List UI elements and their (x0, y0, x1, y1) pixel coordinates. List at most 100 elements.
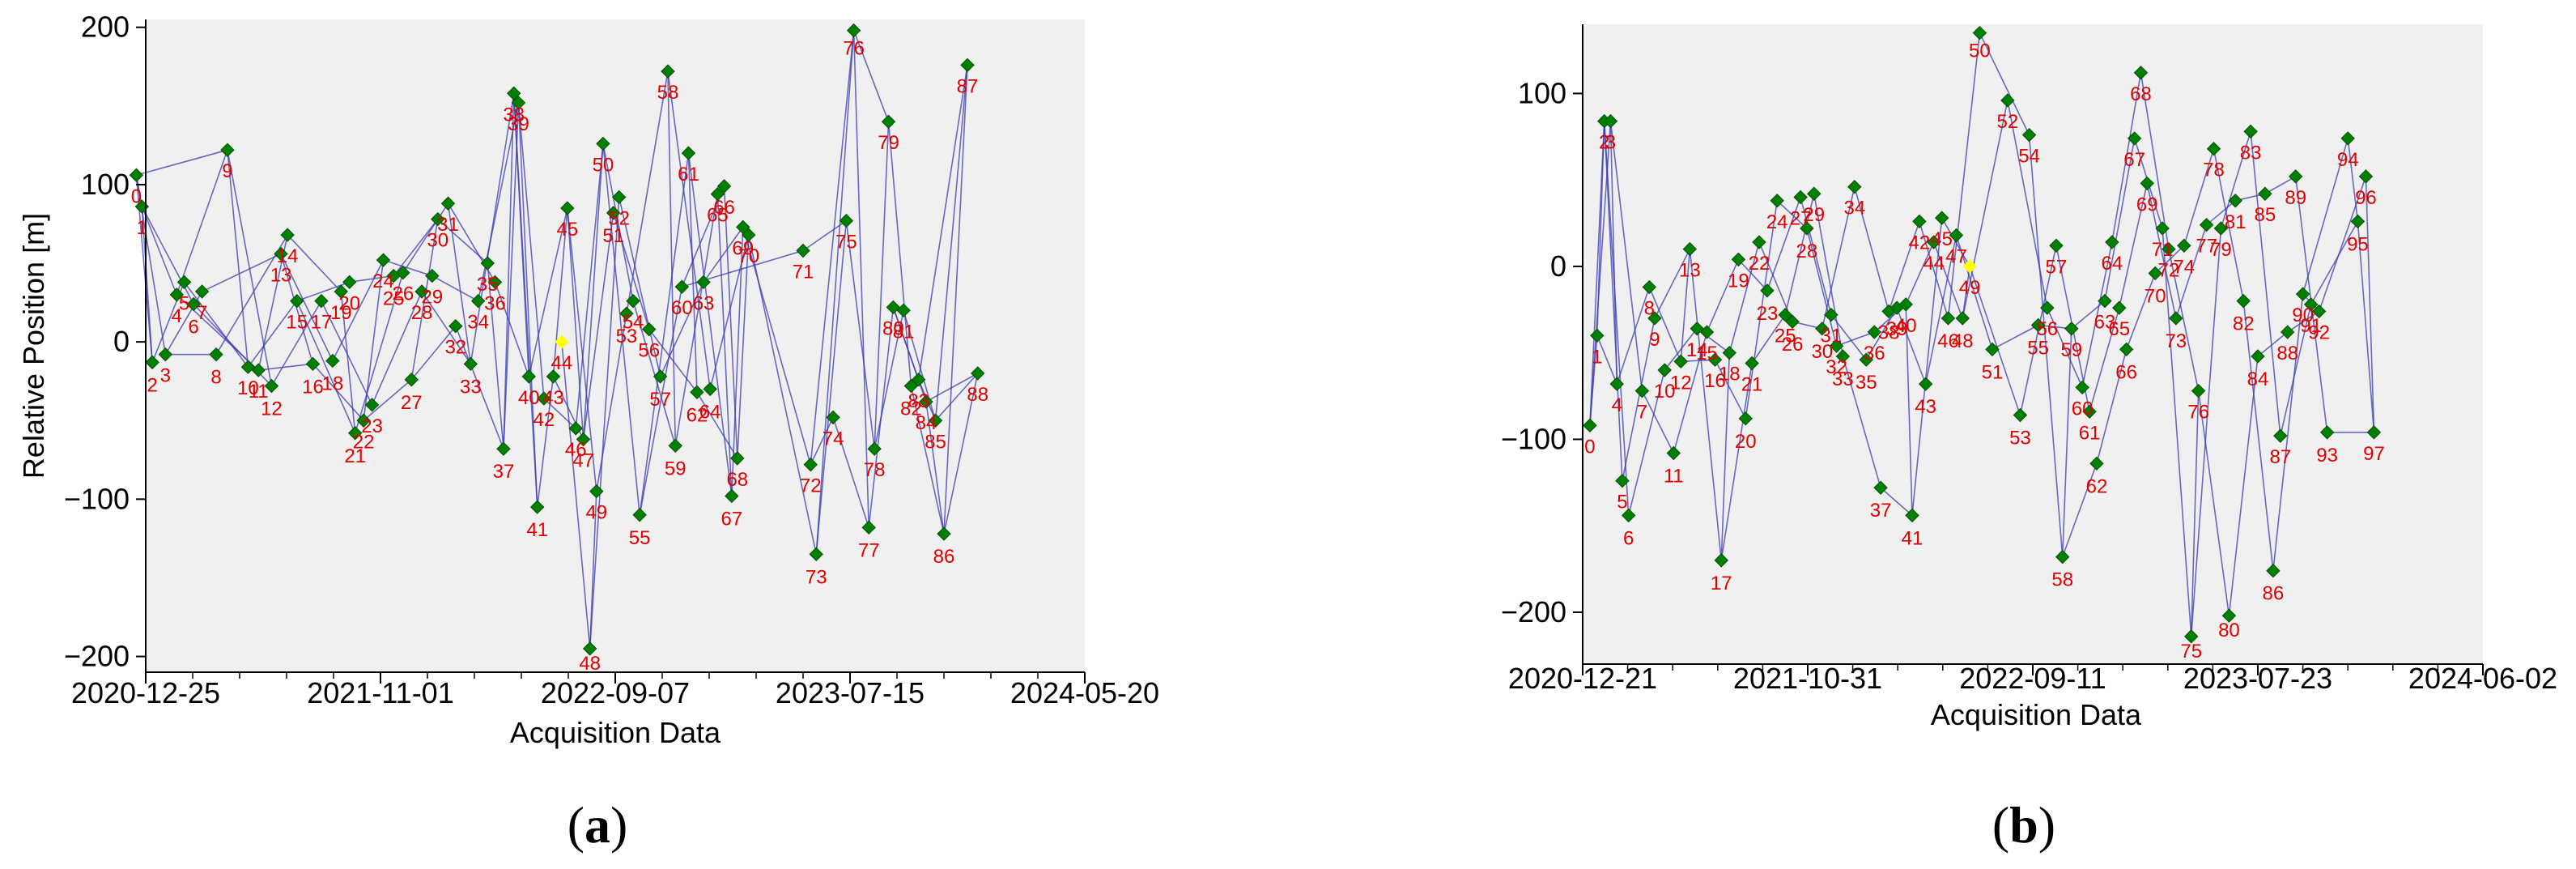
data-point-b-94 (2340, 131, 2355, 146)
data-point-a-62 (690, 385, 704, 400)
x-tick-label-b-4: 2024-06-02 (2408, 662, 2557, 695)
data-point-b-72 (2162, 241, 2176, 257)
data-point-b-76 (2191, 383, 2206, 398)
point-label-b-68: 68 (2130, 83, 2152, 105)
data-point-a-87 (960, 58, 975, 73)
point-label-a-44: 44 (551, 352, 573, 374)
link-b-89 (2257, 331, 2289, 357)
link-a-57 (528, 207, 568, 377)
link-b-30 (1784, 194, 1815, 315)
link-b-79 (2183, 148, 2215, 246)
link-b-65 (2081, 241, 2113, 388)
point-label-a-53: 53 (616, 326, 638, 347)
data-point-b-52 (2000, 93, 2015, 108)
link-b-15 (1664, 328, 1698, 371)
panel-label-a: (a) (567, 796, 628, 854)
data-point-b-10 (1657, 363, 1672, 377)
link-a-23 (280, 253, 314, 364)
data-point-a-83 (911, 373, 926, 387)
point-label-a-3: 3 (160, 365, 171, 387)
data-point-a-57 (653, 369, 668, 384)
point-label-b-91: 91 (2300, 315, 2322, 337)
data-point-a-14 (280, 228, 295, 242)
link-b-25 (1745, 200, 1778, 419)
link-b-34 (1813, 194, 1844, 357)
link-b-37 (1836, 331, 1875, 347)
data-point-a-67 (725, 488, 739, 504)
link-a-105 (852, 30, 869, 528)
link-b-32 (1800, 197, 1832, 315)
link-a-102 (832, 417, 869, 528)
point-label-b-28: 28 (1796, 241, 1818, 262)
data-point-b-54 (2021, 127, 2037, 143)
link-a-80 (659, 282, 704, 377)
data-point-b-75 (2184, 629, 2199, 644)
link-a-81 (667, 70, 711, 390)
link-b-1 (1589, 121, 1605, 426)
data-point-b-61 (2082, 404, 2097, 419)
point-label-b-37: 37 (1870, 500, 1892, 522)
link-b-84 (2220, 131, 2251, 229)
link-b-22 (1720, 363, 1753, 561)
link-b-100 (2365, 176, 2375, 432)
link-b-47 (1919, 221, 1949, 319)
point-label-a-72: 72 (800, 475, 822, 497)
point-label-b-43: 43 (1915, 396, 1936, 418)
link-a-55 (517, 102, 545, 399)
link-a-97 (802, 219, 847, 252)
data-point-b-26 (1785, 314, 1800, 329)
link-b-70 (2118, 183, 2149, 309)
x-axis-title-a: Acquisition Data (510, 716, 721, 749)
data-point-a-20 (342, 275, 357, 290)
point-label-b-79: 79 (2210, 239, 2232, 261)
link-b-63 (2061, 463, 2098, 557)
data-point-a-50 (596, 136, 610, 151)
data-point-b-1 (1590, 328, 1605, 343)
link-b-29 (1776, 200, 1808, 229)
link-a-86 (687, 153, 698, 393)
data-point-b-32 (1829, 339, 1844, 353)
link-a-16 (227, 150, 249, 368)
data-point-a-55 (632, 508, 647, 522)
data-point-b-62 (2089, 456, 2104, 471)
point-label-a-54: 54 (623, 312, 644, 334)
data-point-a-63 (696, 275, 711, 290)
link-a-48 (477, 102, 520, 301)
link-a-116 (934, 373, 979, 421)
point-label-b-61: 61 (2079, 422, 2101, 444)
link-b-95 (2302, 138, 2349, 295)
point-label-b-86: 86 (2263, 583, 2285, 605)
point-label-b-54: 54 (2018, 146, 2040, 168)
data-point-b-55 (2030, 317, 2046, 333)
data-point-a-33 (463, 356, 478, 372)
data-point-a-41 (530, 500, 545, 514)
point-label-b-50: 50 (1969, 40, 1991, 62)
point-label-a-70: 70 (738, 245, 759, 267)
data-point-a-78 (867, 441, 882, 456)
data-point-a-28 (414, 284, 429, 299)
data-point-b-44 (1926, 235, 1941, 249)
plot-area-a (146, 19, 1085, 672)
link-a-27 (312, 363, 364, 421)
point-label-a-82: 82 (900, 398, 922, 420)
x-tick-label-b-3: 2023-07-23 (2183, 662, 2332, 695)
data-point-a-29 (425, 268, 440, 283)
x-axis-title-b: Acquisition Data (1931, 698, 2142, 731)
point-label-a-2: 2 (147, 374, 157, 396)
data-point-b-90 (2295, 287, 2310, 301)
data-point-b-89 (2288, 169, 2303, 184)
data-point-a-58 (661, 64, 675, 79)
point-label-a-64: 64 (699, 401, 721, 423)
data-point-b-69 (2140, 176, 2154, 191)
data-point-b-91 (2303, 297, 2319, 312)
point-label-b-49: 49 (1959, 277, 1981, 299)
link-a-32 (354, 272, 404, 434)
link-b-85 (2228, 356, 2259, 616)
link-a-100 (815, 30, 855, 555)
link-b-53 (1962, 100, 2009, 319)
data-point-b-95 (2350, 214, 2366, 229)
data-point-b-24 (1770, 194, 1784, 208)
point-label-b-38: 38 (1878, 322, 1900, 343)
link-b-6 (1603, 121, 1630, 516)
